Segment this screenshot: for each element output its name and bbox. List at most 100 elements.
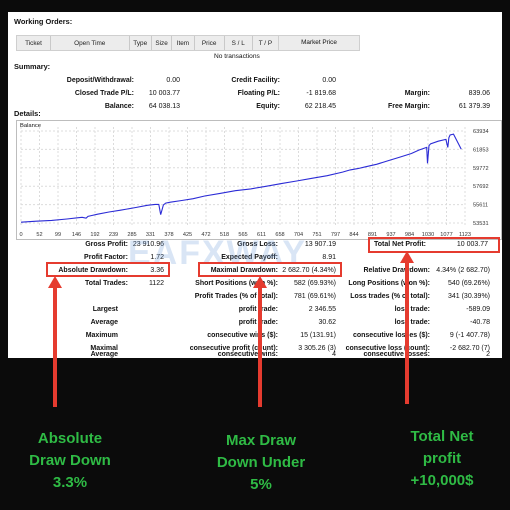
no-transactions-text: No transactions bbox=[214, 53, 260, 60]
deposit-value: 0.00 bbox=[166, 77, 180, 84]
max-consec-wins-value: 15 (131.91) bbox=[300, 332, 336, 339]
loss-trades-label: Loss trades (% of total): bbox=[350, 293, 430, 300]
x-tick-label: 891 bbox=[368, 232, 377, 238]
x-tick-label: 1123 bbox=[459, 232, 471, 238]
orders-header: Ticket Open Time Type Size Item Price S … bbox=[16, 35, 280, 51]
balance-series-line bbox=[20, 133, 462, 223]
deposit-label: Deposit/Withdrawal: bbox=[66, 77, 134, 84]
col-sl: S / L bbox=[225, 36, 253, 50]
long-positions-label: Long Positions (won %): bbox=[348, 280, 430, 287]
credit-label: Credit Facility: bbox=[231, 77, 280, 84]
average-profit-value: 30.62 bbox=[318, 319, 336, 326]
y-tick-label: 53531 bbox=[473, 221, 489, 227]
gross-profit-label: Gross Profit: bbox=[85, 241, 128, 248]
total-trades-label: Total Trades: bbox=[84, 280, 128, 287]
avg-consec-label: Average bbox=[90, 351, 118, 358]
report-panel: Working Orders: Ticket Open Time Type Si… bbox=[8, 12, 502, 358]
watermark: EAFXWAY bbox=[128, 234, 308, 272]
x-tick-label: 1077 bbox=[440, 232, 452, 238]
avg-consec-wins-label: consecutive wins: bbox=[217, 351, 278, 358]
average-profit-label: profit trade: bbox=[238, 319, 278, 326]
largest-label: Largest bbox=[92, 306, 118, 313]
largest-loss-label: loss trade: bbox=[394, 306, 430, 313]
average-loss-value: -40.78 bbox=[470, 319, 490, 326]
balance-chart: Balance 0 52 99 146 192 239 285 331 378 425 472 518… bbox=[16, 120, 502, 240]
closed-pl-value: 10 003.77 bbox=[148, 90, 180, 97]
maximal-consec-profit-value: 3 305.26 (3) bbox=[298, 345, 336, 352]
x-tick-label: 937 bbox=[386, 232, 395, 238]
col-tp: T / P bbox=[253, 36, 279, 50]
short-positions-value: 582 (69.93%) bbox=[293, 280, 336, 287]
equity-value: 62 218.45 bbox=[304, 103, 336, 110]
max-drawdown-highlight bbox=[198, 262, 342, 277]
x-tick-label: 425 bbox=[183, 232, 192, 238]
total-trades-value: 1122 bbox=[148, 280, 164, 287]
credit-value: 0.00 bbox=[322, 77, 336, 84]
max-drawdown-value: 2 682.70 (4.34%) bbox=[282, 267, 336, 274]
largest-loss-value: -589.09 bbox=[466, 306, 490, 313]
x-tick-label: 146 bbox=[72, 232, 81, 238]
arrow-shaft bbox=[53, 287, 57, 407]
x-tick-label: 1030 bbox=[422, 232, 434, 238]
x-tick-label: 658 bbox=[275, 232, 284, 238]
gross-loss-label: Gross Loss: bbox=[237, 241, 278, 248]
total-net-value: 10 003.77 bbox=[456, 241, 488, 248]
closed-pl-label: Closed Trade P/L: bbox=[74, 90, 134, 97]
x-tick-label: 704 bbox=[294, 232, 303, 238]
balance-chart-svg: 0 52 99 146 192 239 285 331 378 425 472 518 565 611 65… bbox=[19, 127, 489, 238]
x-tick-label: 844 bbox=[349, 232, 358, 238]
expected-payoff-value: 8.91 bbox=[322, 254, 336, 261]
rel-drawdown-label: Relative Drawdown: bbox=[363, 267, 430, 274]
avg-consec-losses-label: consecutive losses: bbox=[363, 351, 430, 358]
abs-drawdown-highlight bbox=[46, 262, 170, 277]
x-tick-label: 518 bbox=[220, 232, 229, 238]
maximal-label: Maximal bbox=[90, 345, 118, 352]
x-tick-label: 192 bbox=[90, 232, 99, 238]
y-tick-label: 63934 bbox=[473, 129, 489, 135]
y-tick-label: 61853 bbox=[473, 147, 489, 153]
caption-net-profit: Total Net profit +10,000$ bbox=[410, 428, 474, 489]
free-margin-label: Free Margin: bbox=[387, 103, 430, 110]
col-market-price: Market Price bbox=[278, 35, 360, 51]
caption-max-drawdown: Max Draw Down Under 5% bbox=[216, 432, 306, 493]
col-item: Item bbox=[172, 36, 195, 50]
arrow-up-icon bbox=[253, 276, 267, 288]
abs-drawdown-label: Absolute Drawdown: bbox=[58, 267, 128, 274]
gross-loss-value: 13 907.19 bbox=[304, 241, 336, 248]
margin-value: 839.06 bbox=[468, 90, 490, 97]
maximal-consec-loss-label: consecutive loss (count): bbox=[345, 345, 430, 352]
profit-trades-value: 781 (69.61%) bbox=[293, 293, 336, 300]
x-tick-label: 239 bbox=[109, 232, 118, 238]
arrow-shaft bbox=[258, 287, 262, 407]
col-type: Type bbox=[130, 36, 152, 50]
x-tick-label: 52 bbox=[36, 232, 42, 238]
max-consec-wins-label: consecutive wins ($): bbox=[207, 332, 278, 339]
largest-profit-label: profit trade: bbox=[238, 306, 278, 313]
long-positions-value: 540 (69.26%) bbox=[447, 280, 490, 287]
col-open-time: Open Time bbox=[51, 36, 130, 50]
average-loss-label: loss trade: bbox=[394, 319, 430, 326]
y-tick-label: 59772 bbox=[473, 166, 489, 172]
rel-drawdown-value: 4.34% (2 682.70) bbox=[436, 267, 490, 274]
x-tick-label: 751 bbox=[312, 232, 321, 238]
summary-title: Summary: bbox=[14, 62, 51, 71]
gross-profit-value: 23 910.96 bbox=[132, 241, 164, 248]
col-size: Size bbox=[152, 36, 173, 50]
arrow-up-icon bbox=[400, 251, 414, 263]
y-tick-label: 57692 bbox=[473, 184, 489, 190]
floating-pl-value: -1 819.68 bbox=[306, 90, 336, 97]
loss-trades-value: 341 (30.39%) bbox=[447, 293, 490, 300]
chart-label: Balance bbox=[20, 123, 41, 129]
maximal-consec-profit-label: consecutive profit (count): bbox=[189, 345, 278, 352]
arrow-up-icon bbox=[48, 276, 62, 288]
free-margin-value: 61 379.39 bbox=[458, 103, 490, 110]
x-tick-label: 797 bbox=[331, 232, 340, 238]
x-tick-label: 99 bbox=[55, 232, 61, 238]
total-net-label: Total Net Profit: bbox=[374, 241, 426, 248]
max-consec-losses-label: consecutive losses ($): bbox=[352, 332, 430, 339]
profit-factor-value: 1.72 bbox=[150, 254, 164, 261]
expected-payoff-label: Expected Payoff: bbox=[221, 254, 278, 261]
balance-value: 64 038.13 bbox=[148, 103, 180, 110]
max-drawdown-label: Maximal Drawdown: bbox=[210, 267, 278, 274]
profit-trades-label: Profit Trades (% of total): bbox=[194, 293, 278, 300]
